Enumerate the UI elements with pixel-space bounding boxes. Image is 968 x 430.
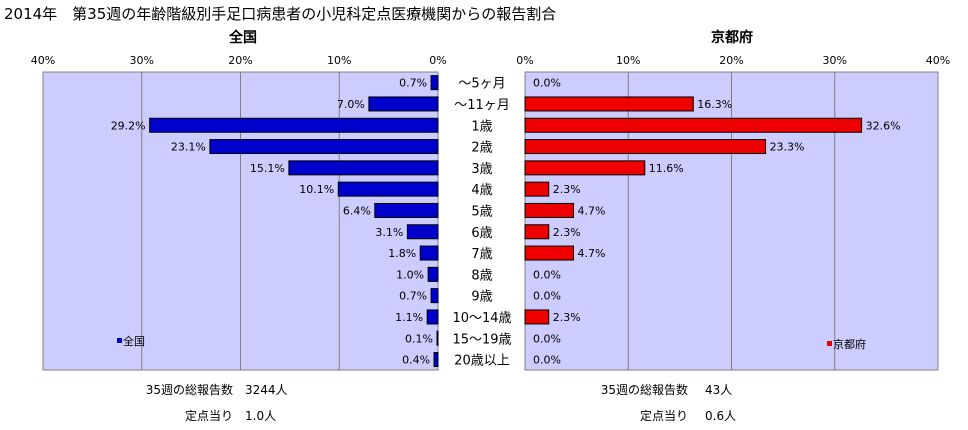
- kyoto-bar: [524, 139, 767, 155]
- national-data-label: 0.7%: [399, 77, 427, 90]
- kyoto-data-label: 32.6%: [866, 119, 901, 132]
- kyoto-data-label: 23.3%: [770, 141, 805, 154]
- kyoto-data-label: 0.0%: [533, 77, 561, 90]
- national-bar: [430, 288, 439, 304]
- kyoto-bar: [524, 96, 694, 112]
- kyoto-per-site-label: 定点当り: [640, 408, 688, 423]
- kyoto-per-site-value: 0.6人: [705, 409, 736, 423]
- kyoto-bars: 0.0% 16.3% 32.6% 23.3% 11.6% 2.3% 4.7% 2.3% 4.7%…: [524, 77, 901, 367]
- kyoto-x-tick-label: 10%: [616, 54, 640, 67]
- national-data-label: 1.0%: [396, 268, 424, 281]
- kyoto-bar: [524, 202, 575, 218]
- national-data-label: 0.4%: [402, 354, 430, 367]
- national-total-reports-value: 3244人: [245, 383, 288, 397]
- national-x-tick-label: 20%: [228, 54, 252, 67]
- age-category-label: 3歳: [471, 162, 492, 177]
- national-bar: [337, 181, 439, 197]
- age-category-label: 5歳: [471, 204, 492, 219]
- national-x-tick-label: 40%: [31, 54, 55, 67]
- page-title: 2014年 第35週の年齢階級別手足口病患者の小児科定点医療機関からの報告割合: [4, 5, 556, 23]
- national-legend-label: 全国: [123, 334, 145, 348]
- age-category-label: 15～19歳: [452, 332, 511, 347]
- kyoto-x-tick-label: 30%: [823, 54, 847, 67]
- kyoto-total-reports-value: 43人: [705, 383, 732, 397]
- national-data-label: 23.1%: [171, 141, 206, 154]
- age-category-label: 8歳: [471, 268, 492, 283]
- kyoto-data-label: 4.7%: [578, 247, 606, 260]
- national-x-tick-label: 10%: [327, 54, 351, 67]
- kyoto-x-tick-label: 0%: [516, 54, 533, 67]
- age-category-label: 10～14歳: [452, 311, 511, 326]
- kyoto-data-label: 16.3%: [697, 98, 732, 111]
- kyoto-data-label: 2.3%: [553, 226, 581, 239]
- age-category-label: 20歳以上: [454, 354, 510, 369]
- age-category-label: 4歳: [471, 183, 492, 198]
- national-per-site-value: 1.0人: [245, 409, 276, 423]
- kyoto-bar: [524, 117, 863, 133]
- national-data-label: 0.7%: [399, 290, 427, 303]
- national-data-label: 10.1%: [299, 183, 334, 196]
- age-category-label: ～11ヶ月: [454, 98, 510, 113]
- national-bar: [436, 330, 439, 346]
- age-category-label: 7歳: [471, 247, 492, 262]
- kyoto-x-tick-label: 40%: [926, 54, 950, 67]
- national-x-tick-label: 0%: [429, 54, 446, 67]
- kyoto-data-label: 2.3%: [553, 183, 581, 196]
- national-data-label: 0.1%: [405, 332, 433, 345]
- age-category-label: 6歳: [471, 226, 492, 241]
- national-bar: [406, 224, 439, 240]
- national-data-label: 3.1%: [375, 226, 403, 239]
- national-bar: [426, 309, 439, 325]
- national-bar: [374, 202, 439, 218]
- kyoto-panel-title: 京都府: [711, 29, 753, 46]
- kyoto-data-label: 0.0%: [533, 354, 561, 367]
- kyoto-x-tick-label: 20%: [719, 54, 743, 67]
- national-legend-swatch: [117, 338, 122, 343]
- kyoto-data-label: 2.3%: [553, 311, 581, 324]
- national-bar: [433, 352, 439, 368]
- age-category-label: ～5ヶ月: [458, 77, 505, 92]
- kyoto-bar: [524, 309, 550, 325]
- kyoto-legend-label: 京都府: [833, 337, 866, 351]
- kyoto-data-label: 0.0%: [533, 332, 561, 345]
- national-bar: [430, 75, 439, 91]
- kyoto-data-label: 11.6%: [649, 162, 684, 175]
- national-bar: [288, 160, 439, 176]
- age-category-labels: ～5ヶ月 ～11ヶ月 1歳 2歳 3歳 4歳 5歳 6歳 7歳 8歳 9歳 10～14歳 15～19歳 2…: [452, 77, 511, 369]
- age-category-label: 1歳: [471, 119, 492, 134]
- kyoto-data-label: 0.0%: [533, 268, 561, 281]
- national-x-tick-label: 30%: [130, 54, 154, 67]
- national-bar: [209, 139, 439, 155]
- national-data-label: 29.2%: [111, 119, 146, 132]
- national-bar: [368, 96, 439, 112]
- kyoto-data-label: 4.7%: [578, 204, 606, 217]
- kyoto-bar: [524, 224, 550, 240]
- national-x-axis: 40% 30% 20% 10% 0%: [31, 54, 447, 67]
- national-bar: [419, 245, 439, 261]
- kyoto-legend-swatch: [827, 341, 832, 346]
- kyoto-bar: [524, 160, 646, 176]
- national-bar: [427, 266, 439, 282]
- national-bars: 0.7% 7.0% 29.2% 23.1% 15.1% 10.1% 6.4% 3.1% 1.8%…: [111, 75, 439, 368]
- kyoto-x-axis: 0% 10% 20% 30% 40%: [516, 54, 950, 67]
- national-data-label: 15.1%: [250, 162, 285, 175]
- national-bar: [149, 117, 439, 133]
- national-data-label: 7.0%: [337, 98, 365, 111]
- kyoto-bar: [524, 181, 550, 197]
- national-data-label: 6.4%: [343, 204, 371, 217]
- age-category-label: 9歳: [471, 290, 492, 305]
- national-per-site-label: 定点当り: [185, 408, 233, 423]
- kyoto-bar: [524, 245, 575, 261]
- national-data-label: 1.1%: [395, 311, 423, 324]
- kyoto-data-label: 0.0%: [533, 290, 561, 303]
- kyoto-total-reports-label: 35週の総報告数: [601, 382, 688, 397]
- national-data-label: 1.8%: [388, 247, 416, 260]
- age-category-label: 2歳: [471, 141, 492, 156]
- national-total-reports-label: 35週の総報告数: [146, 382, 233, 397]
- national-panel-title: 全国: [228, 29, 257, 46]
